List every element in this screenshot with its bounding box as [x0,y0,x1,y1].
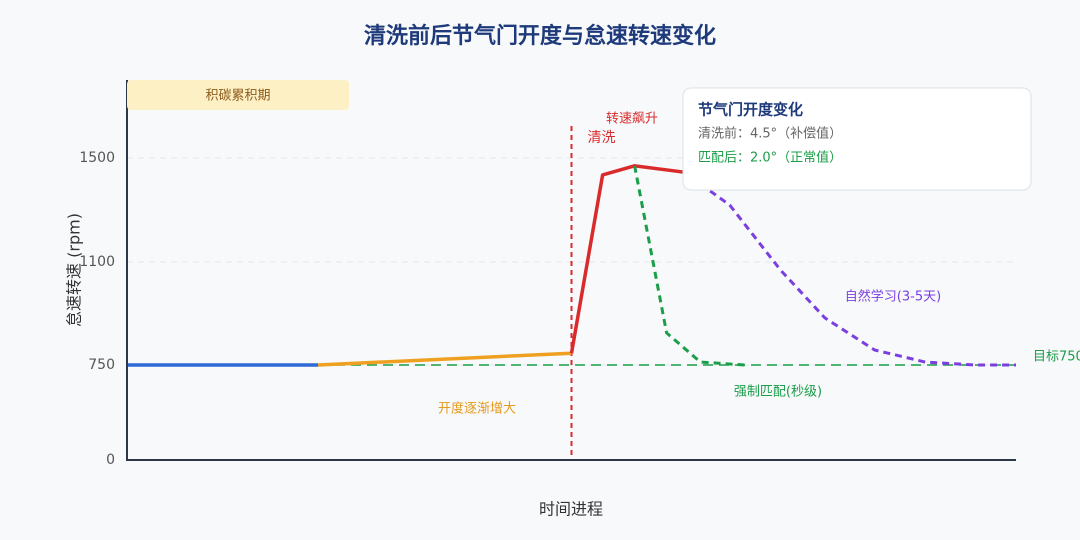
target-label: 目标750 [1033,350,1080,365]
chart-title: 清洗前后节气门开度与怠速转速变化 [364,23,716,49]
phase-label: 积碳累积期 [205,89,270,104]
annotation: 强制匹配(秒级) [734,385,822,400]
y-tick-label: 0 [106,452,115,468]
x-axis-label: 时间进程 [539,500,603,519]
series-line [699,182,1016,367]
info-box [682,87,1032,191]
y-tick-label: 1100 [79,254,115,270]
annotation: 开度逐渐增大 [438,401,516,417]
series-line [318,351,572,367]
annotation: 自然学习(3-5天) [845,289,941,305]
annotation: 转速飙升 [606,111,658,127]
y-tick-label: 750 [88,357,115,373]
overlay: 积碳累积期 节气门开度变化 清洗前：4.5°（补偿值） 匹配后：2.0°（正常值） [127,80,1032,191]
info-title: 节气门开度变化 [698,101,803,119]
info-line: 清洗前：4.5°（补偿值） [698,126,842,142]
y-tick-label: 1500 [79,150,115,166]
series-line [633,165,745,367]
phase-box [127,80,349,110]
info-line: 匹配后：2.0°（正常值） [698,150,842,166]
y-axis-label: 怠速转速 (rpm) [65,213,84,327]
event-label: 清洗 [588,130,616,146]
